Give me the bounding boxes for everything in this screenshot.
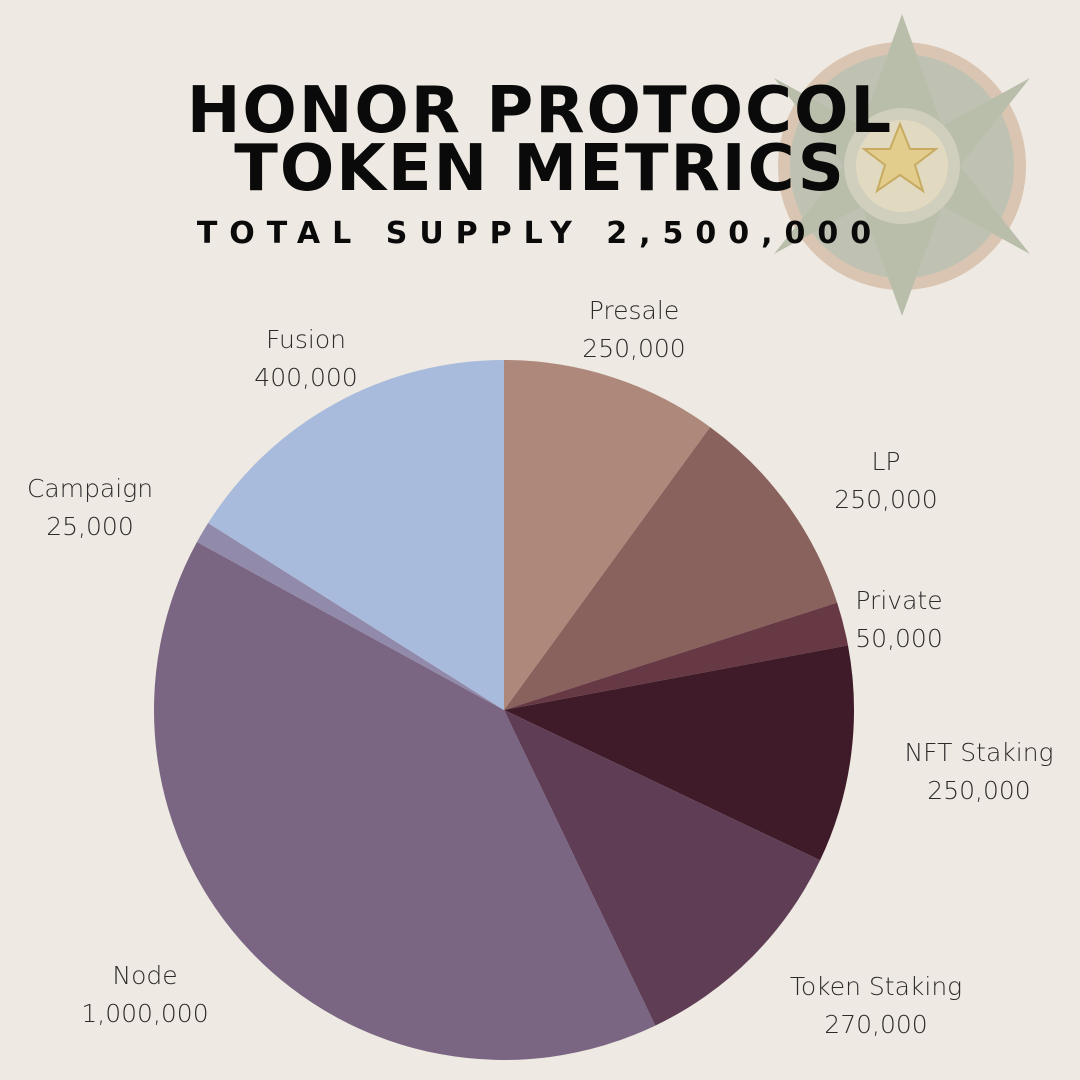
slice-label-value: 250,000 [834, 485, 938, 514]
slice-label-presale: Presale 250,000 [582, 292, 685, 368]
page-subtitle: TOTAL SUPPLY 2,500,000 [196, 216, 884, 251]
pie-slice-private [504, 602, 848, 710]
page-title-line-2: TOKEN METRICS [234, 132, 846, 206]
slice-label-value: 250,000 [927, 776, 1031, 805]
slice-label-campaign: Campaign 25,000 [27, 470, 153, 546]
slice-label-name: Fusion [266, 325, 346, 354]
slice-label-token-staking: Token Staking 270,000 [790, 968, 962, 1044]
slice-label-value: 1,000,000 [81, 999, 209, 1028]
pie-slice-token-staking [504, 710, 821, 1026]
pie-slice-presale [504, 360, 711, 710]
slice-label-name: LP [871, 447, 901, 476]
slice-label-value: 25,000 [46, 512, 134, 541]
slice-label-name: NFT Staking [904, 738, 1054, 767]
slice-label-name: Presale [588, 296, 680, 325]
slice-label-value: 50,000 [855, 624, 943, 653]
slice-label-fusion: Fusion 400,000 [254, 321, 357, 397]
slice-label-name: Node [112, 961, 178, 990]
pie-slice-nft-staking [504, 645, 855, 861]
pie-slice-campaign [196, 523, 504, 710]
slice-label-value: 270,000 [824, 1010, 928, 1039]
pie-slice-fusion [208, 360, 505, 710]
slice-label-value: 250,000 [582, 334, 686, 363]
pie-slice-node [153, 542, 656, 1060]
page-title-line-1: HONOR PROTOCOL [186, 74, 894, 148]
slice-label-name: Campaign [26, 474, 154, 503]
slice-label-node: Node 1,000,000 [81, 957, 208, 1033]
pie-slice-lp [504, 427, 838, 710]
slice-label-value: 400,000 [254, 363, 358, 392]
slice-label-lp: LP 250,000 [834, 443, 937, 519]
slice-label-name: Private [855, 586, 943, 615]
slice-label-private: Private 50,000 [855, 582, 942, 658]
slice-label-nft-staking: NFT Staking 250,000 [904, 734, 1053, 810]
slice-label-name: Token Staking [789, 972, 963, 1001]
